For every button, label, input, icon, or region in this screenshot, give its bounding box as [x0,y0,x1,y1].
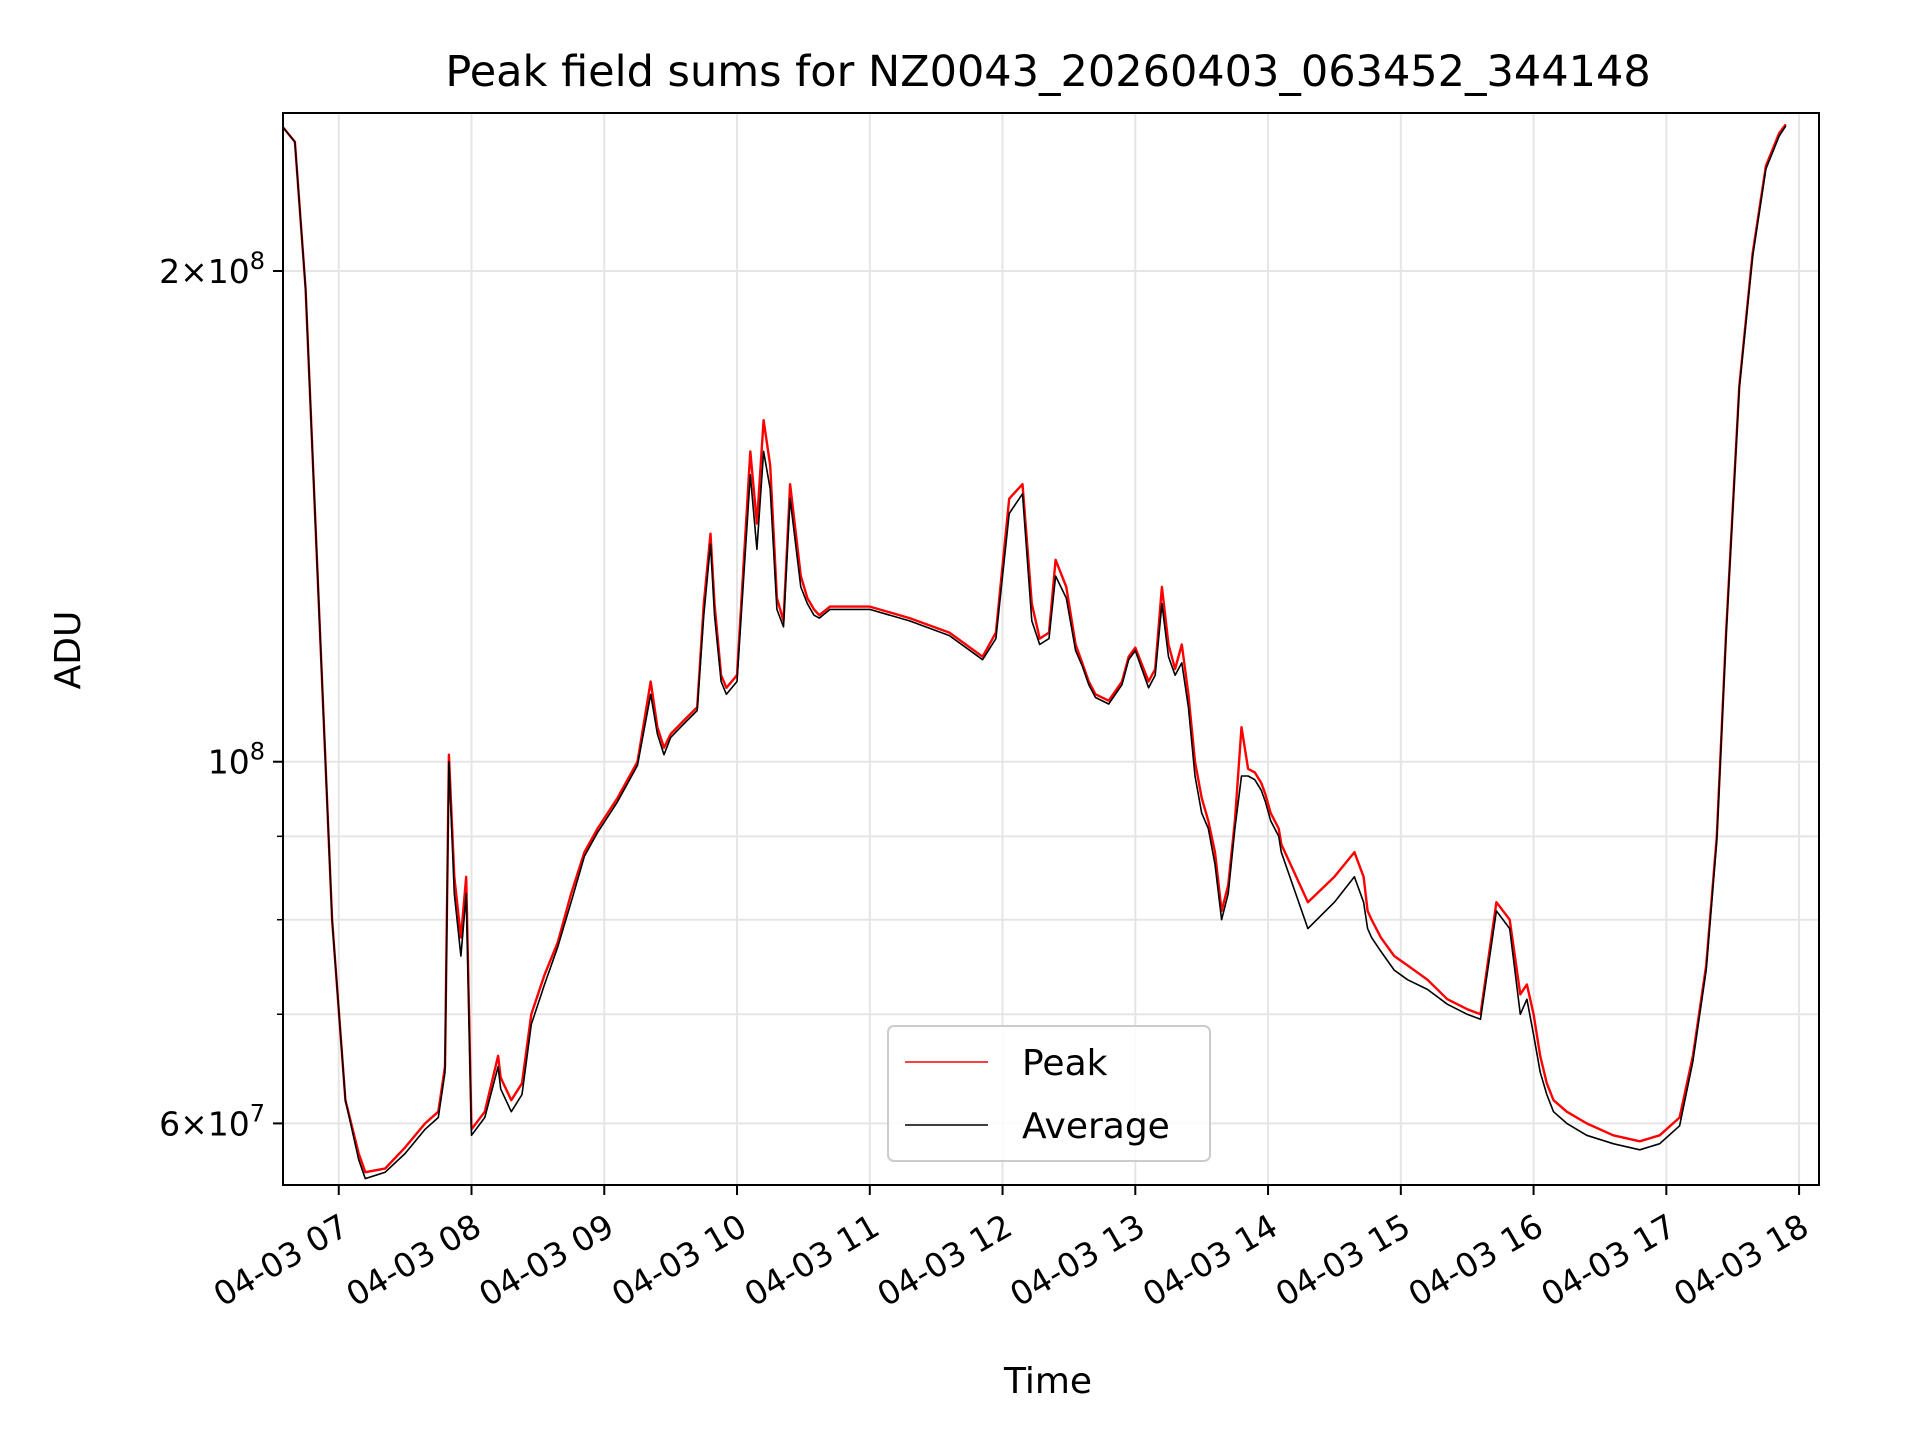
legend-label-average: Average [1022,1106,1170,1147]
series-line-peak [282,123,1787,1174]
grid [283,113,1819,1185]
plot-frame [282,112,1820,1186]
legend-box [887,1025,1211,1162]
y-tick-label: 2×108 [159,247,265,291]
y-tick-label: 6×107 [159,1099,265,1143]
chart-title: Peak field sums for NZ0043_20260403_0634… [445,47,1650,97]
y-axis: 6×107 108 2×108 [159,247,283,1143]
legend: Peak Average [887,1025,1211,1162]
series-line-average [282,125,1787,1180]
x-axis-label: Time [1003,1361,1092,1402]
y-axis-label: ADU [48,611,89,690]
series-layer [282,123,1787,1180]
y-tick-label: 108 [208,738,265,782]
legend-label-peak: Peak [1022,1043,1108,1084]
